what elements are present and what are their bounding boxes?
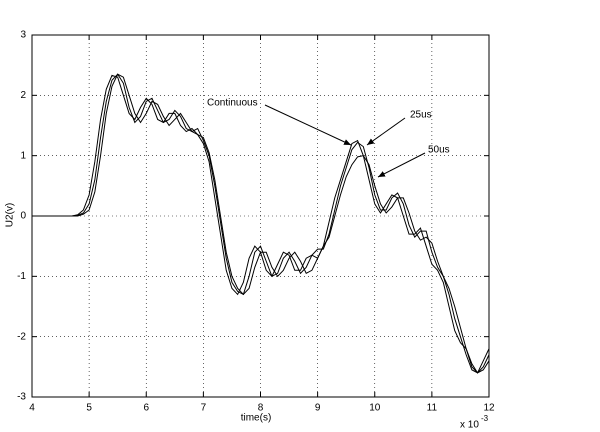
x-tick-label: 7 bbox=[201, 403, 207, 414]
x-multiplier: x 10 bbox=[460, 420, 479, 431]
y-tick-label: -2 bbox=[17, 331, 26, 342]
x-tick-label: 4 bbox=[29, 403, 35, 414]
x-tick-label: 10 bbox=[369, 403, 381, 414]
annotation-arrow bbox=[264, 104, 352, 146]
y-tick-label: 1 bbox=[20, 150, 26, 161]
x-multiplier-exponent: -3 bbox=[481, 414, 489, 423]
x-tick-label: 5 bbox=[86, 403, 92, 414]
y-axis-label: U2(v) bbox=[5, 203, 16, 227]
y-tick-label: 0 bbox=[20, 211, 26, 222]
annotation: Continuous bbox=[207, 98, 258, 109]
annotation: 25us bbox=[410, 110, 432, 121]
series-line bbox=[32, 73, 490, 374]
annotation-arrow bbox=[377, 152, 426, 178]
y-tick-label: -1 bbox=[17, 271, 26, 282]
x-tick-label: 6 bbox=[143, 403, 149, 414]
series-line bbox=[32, 73, 490, 374]
x-tick-label: 8 bbox=[258, 403, 264, 414]
y-tick-label: 3 bbox=[20, 30, 26, 41]
x-tick-label: 9 bbox=[315, 403, 321, 414]
x-tick-label: 11 bbox=[427, 403, 438, 414]
annotation: 50us bbox=[428, 145, 450, 156]
y-tick-label: 2 bbox=[20, 90, 26, 101]
x-tick-label: 12 bbox=[483, 403, 495, 414]
y-tick-label: -3 bbox=[17, 392, 26, 403]
x-axis-label: time(s) bbox=[241, 413, 272, 424]
annotation-arrow bbox=[366, 117, 406, 146]
